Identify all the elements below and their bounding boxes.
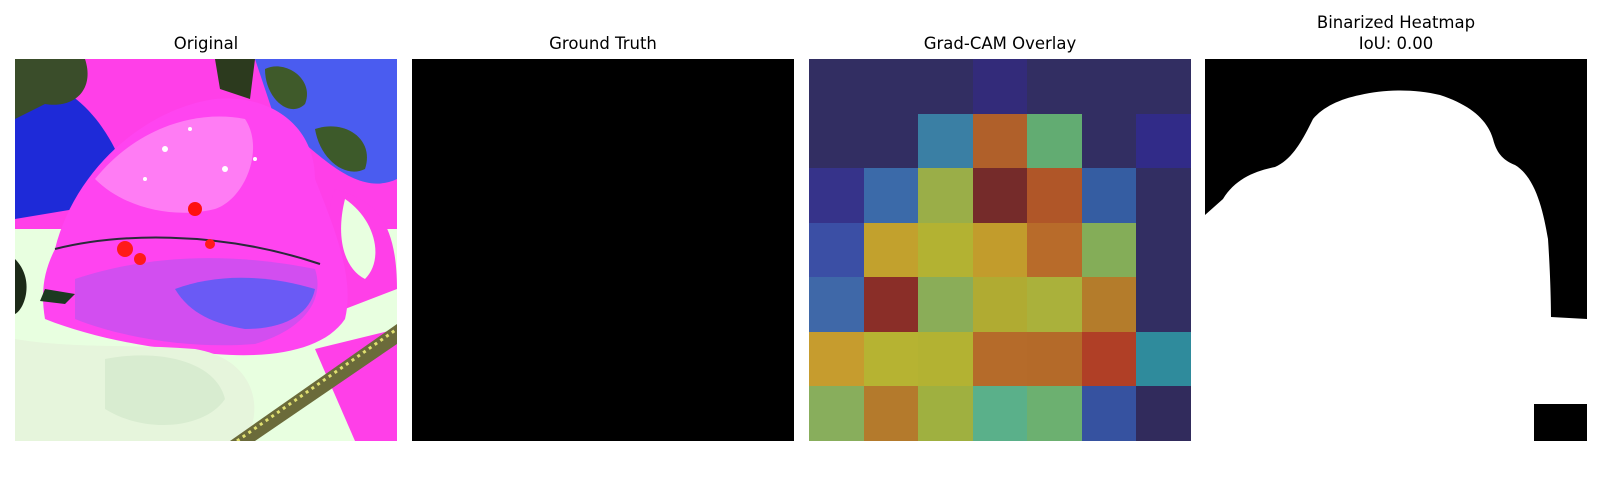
gradcam-cell <box>918 114 973 168</box>
gradcam-cell <box>1027 332 1082 386</box>
gradcam-cell <box>1136 114 1191 168</box>
gradcam-cell <box>1082 59 1136 114</box>
binarized-mask-graphic <box>1205 90 1587 441</box>
gradcam-cell <box>864 386 918 441</box>
gradcam-cell <box>809 59 864 114</box>
gradcam-cell <box>918 277 973 332</box>
gradcam-cell <box>809 332 864 386</box>
gradcam-cell <box>864 277 918 332</box>
gradcam-cell <box>973 223 1027 277</box>
gradcam-cell <box>1027 277 1082 332</box>
gradcam-cell <box>1136 332 1191 386</box>
original-image <box>15 59 397 441</box>
gradcam-panel: Grad-CAM Overlay <box>809 0 1191 500</box>
gradcam-cell <box>1027 223 1082 277</box>
original-image-graphic <box>15 59 397 441</box>
ground-truth-panel: Ground Truth <box>412 0 794 500</box>
gradcam-cell <box>1136 277 1191 332</box>
gradcam-cell <box>809 223 864 277</box>
gradcam-cell <box>918 332 973 386</box>
gradcam-cell <box>1027 168 1082 223</box>
binarized-mask <box>1205 59 1587 441</box>
gradcam-cell <box>864 114 918 168</box>
gradcam-cell <box>1027 386 1082 441</box>
gradcam-cell <box>973 332 1027 386</box>
gradcam-cell <box>864 332 918 386</box>
gradcam-cell <box>1136 168 1191 223</box>
gradcam-cell <box>1082 114 1136 168</box>
binarized-panel: Binarized Heatmap IoU: 0.00 <box>1205 0 1587 500</box>
gradcam-cell <box>918 386 973 441</box>
gradcam-cell <box>1136 59 1191 114</box>
gradcam-cell <box>809 114 864 168</box>
gradcam-cell <box>1082 168 1136 223</box>
gradcam-overlay-image <box>809 59 1191 441</box>
ground-truth-title: Ground Truth <box>549 34 657 53</box>
gradcam-cell <box>1027 59 1082 114</box>
iou-label: IoU: 0.00 <box>1358 34 1434 53</box>
gradcam-cell <box>973 168 1027 223</box>
gradcam-cell <box>809 277 864 332</box>
gradcam-cell <box>1082 386 1136 441</box>
gradcam-cell <box>1136 223 1191 277</box>
gradcam-cell <box>1136 386 1191 441</box>
gradcam-cell <box>1082 223 1136 277</box>
gradcam-cell <box>918 59 973 114</box>
gradcam-cell <box>973 277 1027 332</box>
gradcam-cell <box>809 168 864 223</box>
original-panel: Original <box>15 0 397 500</box>
gradcam-title: Grad-CAM Overlay <box>923 34 1077 53</box>
gradcam-cell <box>809 386 864 441</box>
gradcam-cell <box>1082 277 1136 332</box>
gradcam-cell <box>918 168 973 223</box>
gradcam-cell <box>973 114 1027 168</box>
gradcam-grid <box>809 59 1191 441</box>
gradcam-cell <box>973 59 1027 114</box>
gradcam-cell <box>864 59 918 114</box>
original-title: Original <box>173 34 239 53</box>
gradcam-cell <box>973 386 1027 441</box>
gradcam-cell <box>1027 114 1082 168</box>
gradcam-cell <box>864 223 918 277</box>
binarized-title: Binarized Heatmap <box>1316 13 1476 32</box>
gradcam-cell <box>1082 332 1136 386</box>
ground-truth-mask <box>412 59 794 441</box>
gradcam-cell <box>864 168 918 223</box>
gradcam-cell <box>918 223 973 277</box>
